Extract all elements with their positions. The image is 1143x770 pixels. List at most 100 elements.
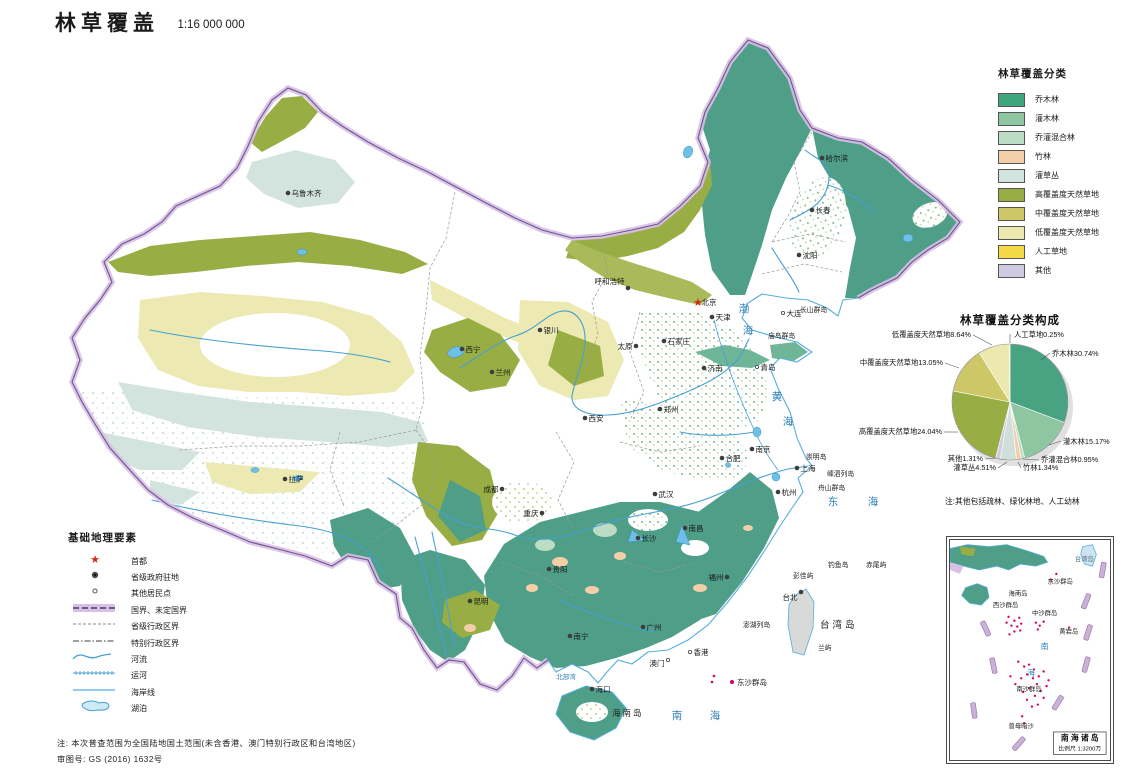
basic-legend-label: 国界、未定国界	[131, 605, 187, 615]
boundary-dash	[1081, 656, 1091, 673]
map-scale: 1:16 000 000	[177, 19, 245, 31]
city-label: 广州	[647, 622, 662, 632]
inset-box-title: 南 海 诸 岛	[1061, 733, 1099, 743]
basic-legend-label: 省级政府驻地	[131, 573, 179, 583]
city-label: 台北	[783, 592, 798, 602]
inset-mainland-patch	[959, 546, 976, 557]
legend-swatch	[998, 206, 1025, 221]
city-dot	[567, 633, 573, 639]
city-label: 长春	[816, 205, 831, 215]
approval-number: 审图号: GS (2016) 1632号	[57, 755, 163, 764]
island-dot	[1009, 675, 1012, 678]
capital-star: ★	[693, 297, 703, 309]
city-dot	[666, 658, 671, 663]
pie-callout-label: 高覆盖度天然草地24.04%	[859, 427, 943, 436]
pie-leader-line	[944, 362, 960, 369]
boundary-dash	[1012, 736, 1026, 751]
sea-label: 东	[828, 495, 839, 508]
city-label: 北京	[702, 297, 717, 307]
inset-label: 西沙群岛	[993, 600, 1018, 609]
boundary-dash	[989, 657, 998, 674]
province-boundary-icon	[68, 617, 123, 636]
city-dot	[809, 207, 815, 213]
island-label: 舟山群岛	[818, 483, 845, 492]
sea-label: 海	[710, 709, 721, 722]
city-label: 澳门	[650, 658, 665, 668]
legend-swatch	[998, 130, 1025, 145]
city-label: 兰州	[496, 367, 511, 377]
island-dot	[1031, 677, 1035, 680]
city-label: 呼和浩特	[595, 276, 625, 286]
legend-label: 人工草地	[1035, 247, 1067, 256]
city-dot	[688, 650, 693, 655]
city-label: 昆明	[474, 597, 489, 606]
city-dot	[709, 314, 715, 320]
island-label: 赤尾屿	[866, 560, 887, 569]
legend-label: 低覆盖度天然草地	[1035, 228, 1099, 237]
basic-legend-label: 运河	[131, 671, 147, 681]
pie-outline	[951, 343, 1069, 461]
city-dot	[775, 489, 781, 495]
island-dot	[1013, 630, 1016, 633]
city-label: 沈阳	[803, 250, 818, 260]
island-dot	[1042, 696, 1045, 699]
city-label: 青岛	[761, 362, 776, 372]
island-label: 崇明岛	[806, 452, 827, 461]
boundary-dash	[1081, 593, 1092, 610]
legend-swatch	[998, 168, 1025, 183]
basic-legend-item: 运河	[68, 668, 288, 684]
sea-label: 海	[783, 415, 794, 428]
island-label: 海南岛	[612, 708, 644, 718]
city-label: 济南	[708, 363, 723, 373]
city-dot	[537, 327, 543, 333]
city-dot	[489, 369, 495, 375]
pie-note: 注:其他包括疏林、绿化林地、人工幼林	[945, 496, 1080, 506]
survey-note: 注: 本次普查范围为全国陆地国土范围(未含香港、澳门特别行政区和台湾地区)	[57, 739, 356, 748]
city-dot	[724, 574, 730, 580]
coverage-legend-title: 林草覆盖分类	[998, 68, 1067, 80]
island-dot	[1008, 633, 1011, 636]
island-dot	[1020, 677, 1023, 680]
city-dot	[282, 476, 288, 482]
island-dot	[1035, 682, 1038, 686]
city-dot	[719, 455, 725, 461]
basic-legend-label: 河流	[131, 655, 147, 665]
city-dot	[682, 525, 688, 531]
city-dot	[657, 406, 663, 412]
page-title: 林草覆盖	[55, 12, 159, 35]
island-dot	[1027, 686, 1031, 690]
pie-callout-label: 竹林1.34%	[1023, 463, 1059, 472]
island-dot	[1013, 619, 1016, 622]
coverage-legend-item: 人工草地	[998, 242, 1143, 261]
basic-legend-item: 特别行政区界	[68, 635, 288, 651]
city-dot	[589, 686, 595, 692]
inset-box-scale: 比例尺 1:3200万	[1058, 744, 1101, 752]
island-dot	[1037, 675, 1040, 678]
city-dot	[539, 510, 545, 516]
canal-icon	[68, 666, 123, 685]
island-label: 庙岛群岛	[768, 331, 795, 340]
coverage-legend-item: 其他	[998, 261, 1143, 280]
sea-label: 海	[868, 495, 879, 508]
basic-legend-label: 省级行政区界	[131, 622, 179, 632]
river-icon	[68, 650, 123, 669]
pie-callout-label: 灌木林15.17%	[1063, 437, 1110, 446]
city-label: 乌鲁木齐	[292, 188, 322, 198]
legend-label: 乔木林	[1035, 95, 1059, 104]
city-dot	[640, 624, 646, 630]
city-dot	[755, 364, 760, 369]
city-dot	[661, 338, 667, 344]
city-dot	[749, 446, 755, 452]
city-dot	[796, 252, 802, 258]
svg-text:★: ★	[90, 554, 100, 566]
sea-label: 北部湾	[556, 672, 576, 681]
island-dot	[1021, 715, 1024, 718]
coverage-legend: 林草覆盖分类 乔木林 灌木林 乔灌混合林 竹林 灌草丛 高覆盖度天然草地 中覆盖…	[998, 66, 1143, 280]
basic-legend-item: 国界、未定国界	[68, 602, 288, 618]
coastline	[547, 293, 859, 684]
coverage-legend-item: 高覆盖度天然草地	[998, 185, 1143, 204]
legend-swatch	[998, 244, 1025, 259]
city-label: 成都	[484, 484, 499, 494]
